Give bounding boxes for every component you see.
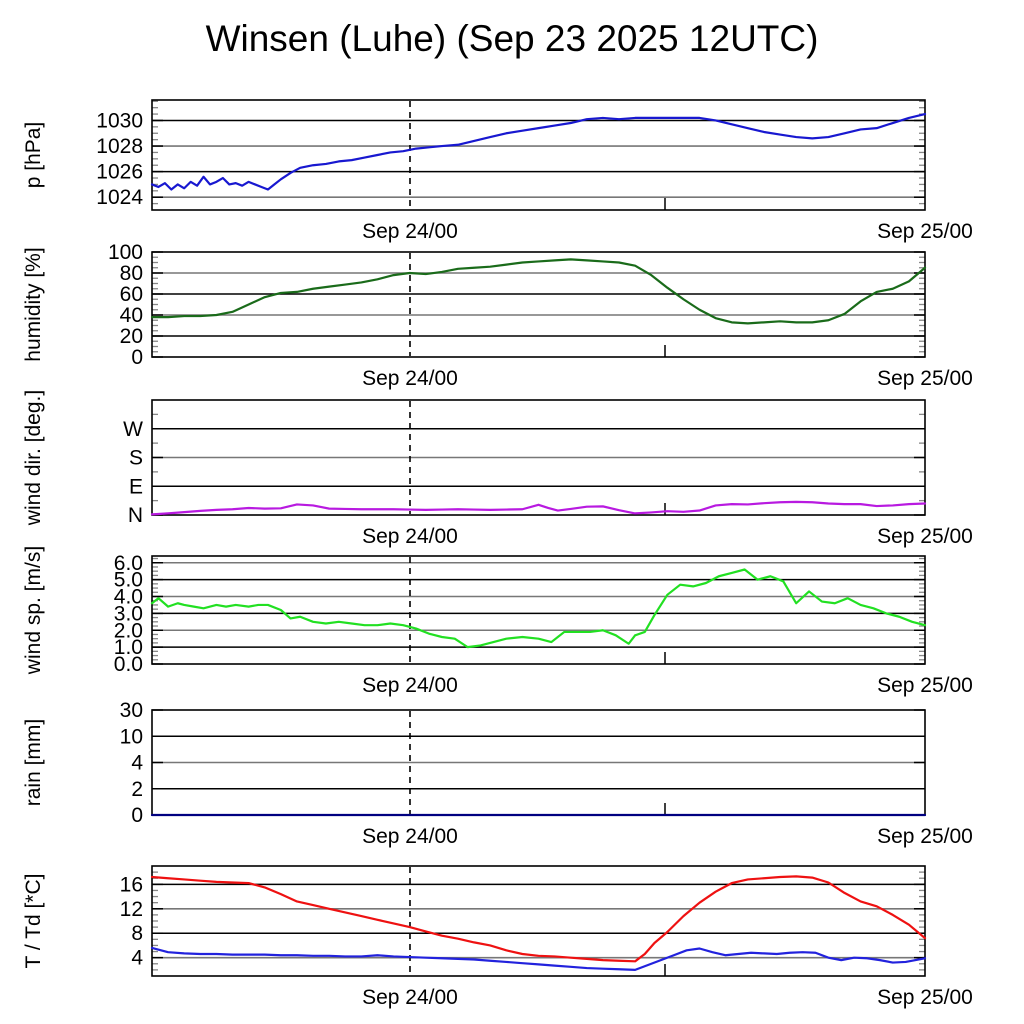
y-axis-label: rain [mm] bbox=[22, 719, 45, 807]
y-tick-label: 40 bbox=[120, 304, 143, 327]
y-tick-label: 20 bbox=[120, 325, 143, 348]
x-tick-label: Sep 24/00 bbox=[362, 674, 458, 697]
y-axis-label: wind dir. [deg.] bbox=[22, 390, 45, 526]
panel-frame bbox=[151, 555, 926, 665]
x-tick-label: Sep 24/00 bbox=[362, 825, 458, 848]
y-axis-label: p [hPa] bbox=[22, 122, 45, 189]
x-tick-label: Sep 24/00 bbox=[362, 986, 458, 1009]
y-tick-label: 60 bbox=[120, 283, 143, 306]
data-series-wind_direction bbox=[150, 500, 927, 516]
y-tick-label: W bbox=[123, 418, 143, 441]
page-title: Winsen (Luhe) (Sep 23 2025 12UTC) bbox=[205, 18, 819, 59]
x-tick-label: Sep 25/00 bbox=[877, 674, 973, 697]
x-tick-label: Sep 25/00 bbox=[877, 525, 973, 548]
data-series-wind_speed bbox=[150, 568, 927, 649]
x-tick-label: Sep 25/00 bbox=[877, 367, 973, 390]
x-tick-label: Sep 25/00 bbox=[877, 986, 973, 1009]
y-tick-label: 0 bbox=[131, 346, 143, 369]
panel-rain: 0 2 4 10 30 rain [mm] Sep 24/00 Sep 25/00 bbox=[22, 699, 973, 848]
y-axis-label: humidity [%] bbox=[22, 247, 45, 361]
y-tick-label: 6.0 bbox=[114, 552, 143, 575]
y-tick-label: 30 bbox=[120, 699, 143, 722]
y-axis-label: wind sp. [m/s] bbox=[22, 546, 45, 675]
y-tick-label: E bbox=[129, 475, 143, 498]
data-series-humidity bbox=[150, 258, 927, 325]
y-tick-label: 16 bbox=[120, 873, 143, 896]
y-tick-label: 2.0 bbox=[114, 619, 143, 642]
y-tick-label: 2 bbox=[131, 778, 143, 801]
y-tick-label: 100 bbox=[108, 241, 143, 264]
y-axis-label: T / Td [*C] bbox=[22, 874, 45, 969]
y-tick-label: 0.0 bbox=[114, 653, 143, 676]
y-tick-label: 1030 bbox=[96, 109, 143, 132]
data-series-temperature_dewpoint bbox=[150, 946, 927, 971]
y-tick-label: 4 bbox=[131, 752, 143, 775]
y-tick-label: 1024 bbox=[96, 186, 143, 209]
y-tick-label: 12 bbox=[120, 898, 143, 921]
panel-frame bbox=[151, 865, 926, 977]
y-tick-label: N bbox=[128, 504, 143, 527]
x-tick-label: Sep 25/00 bbox=[877, 825, 973, 848]
data-series-pressure bbox=[150, 112, 927, 191]
panel-frame bbox=[151, 251, 926, 358]
y-tick-label: 1028 bbox=[96, 135, 143, 158]
y-tick-label: 8 bbox=[131, 922, 143, 945]
x-tick-label: Sep 24/00 bbox=[362, 220, 458, 243]
y-tick-label: 80 bbox=[120, 262, 143, 285]
y-tick-label: 10 bbox=[120, 725, 143, 748]
y-tick-label: 4.0 bbox=[114, 586, 143, 609]
data-series-temperature_dewpoint bbox=[150, 875, 927, 963]
x-tick-label: Sep 25/00 bbox=[877, 220, 973, 243]
x-tick-label: Sep 24/00 bbox=[362, 367, 458, 390]
panel-frame bbox=[151, 99, 926, 211]
y-tick-label: 5.0 bbox=[114, 569, 143, 592]
y-tick-label: 1026 bbox=[96, 161, 143, 184]
y-tick-label: S bbox=[129, 447, 143, 470]
panel-frame bbox=[151, 399, 926, 516]
x-tick-label: Sep 24/00 bbox=[362, 525, 458, 548]
y-tick-label: 1.0 bbox=[114, 636, 143, 659]
y-tick-label: 3.0 bbox=[114, 602, 143, 625]
y-tick-label: 4 bbox=[131, 947, 143, 970]
y-tick-label: 0 bbox=[131, 804, 143, 827]
panel-wind_speed: 0.01.02.03.04.05.06.0 wind sp. [m/s] Sep 2… bbox=[22, 546, 973, 697]
